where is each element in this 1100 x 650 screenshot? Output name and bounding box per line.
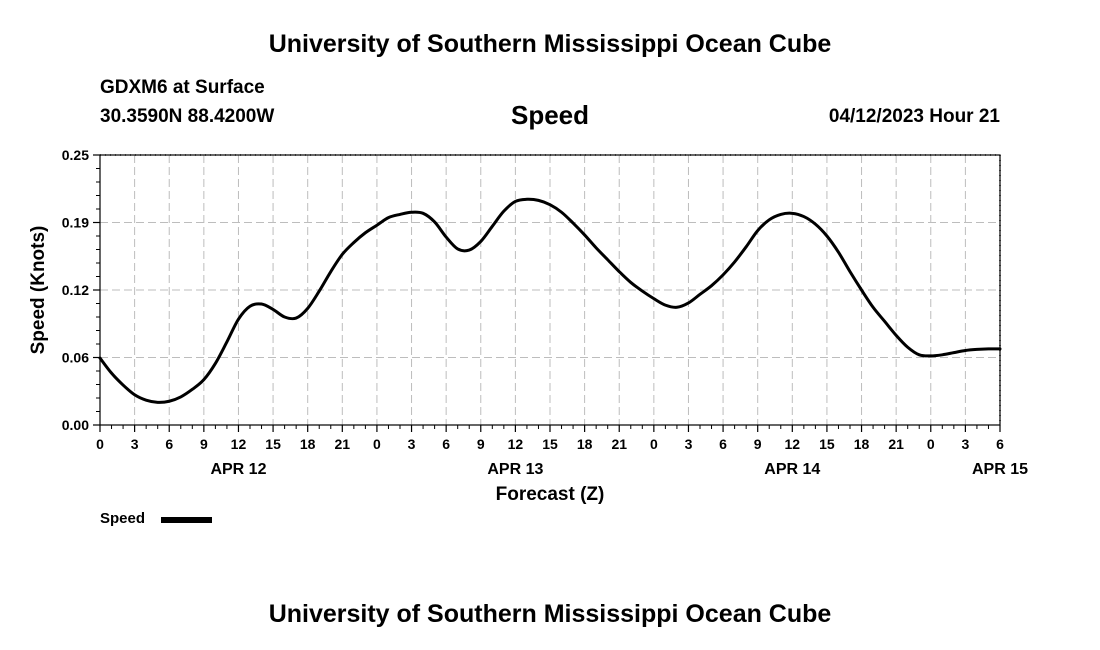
axis-tick-labels: 0 3 6 9 12 15 18 21 0 3 6 9 12 15 18 21 0 3 6 9 12 15 18 21 0 3 6 0… <box>62 147 1028 478</box>
date-label: APR 12 <box>210 461 266 478</box>
x-tick-label: 0 <box>96 436 104 452</box>
x-tick-label: 9 <box>754 436 762 452</box>
datetime-label: 04/12/2023 Hour 21 <box>828 106 1000 127</box>
x-tick-label: 9 <box>477 436 485 452</box>
chart-title: Speed <box>510 100 590 130</box>
coordinates-label: 30.3590N 88.4200W <box>100 106 275 127</box>
x-tick-label: 6 <box>165 436 173 452</box>
footer-title: University of Southern Mississippi Ocean… <box>268 600 832 628</box>
legend-label-speed: Speed <box>100 510 146 527</box>
date-label: APR 13 <box>487 461 543 478</box>
x-tick-label: 6 <box>719 436 727 452</box>
y-axis-title: Speed (Knots) <box>28 226 49 355</box>
date-label: APR 14 <box>764 461 820 478</box>
x-tick-label: 9 <box>200 436 208 452</box>
x-tick-label: 3 <box>131 436 139 452</box>
legend-swatch-speed <box>161 517 212 523</box>
grid-lines <box>100 154 1001 425</box>
axis-ticks <box>93 154 1001 432</box>
x-tick-label: 21 <box>335 436 351 452</box>
speed-series-line <box>98 197 1002 404</box>
x-tick-label: 12 <box>785 436 801 452</box>
x-tick-label: 15 <box>265 436 281 452</box>
y-tick-label: 0.19 <box>62 215 89 231</box>
station-label: GDXM6 at Surface <box>100 77 265 98</box>
x-tick-label: 12 <box>508 436 524 452</box>
x-tick-label: 0 <box>927 436 935 452</box>
x-tick-label: 15 <box>542 436 558 452</box>
y-tick-label: 0.06 <box>62 350 89 366</box>
x-tick-label: 21 <box>611 436 627 452</box>
x-tick-label: 3 <box>408 436 416 452</box>
x-tick-label: 18 <box>854 436 870 452</box>
x-tick-label: 3 <box>685 436 693 452</box>
x-tick-label: 18 <box>300 436 316 452</box>
x-tick-label: 12 <box>231 436 247 452</box>
x-tick-label: 6 <box>442 436 450 452</box>
y-tick-label: 0.12 <box>62 282 89 298</box>
x-axis-title: Forecast (Z) <box>496 484 605 505</box>
x-tick-label: 21 <box>888 436 904 452</box>
x-tick-label: 18 <box>577 436 593 452</box>
x-tick-label: 6 <box>996 436 1004 452</box>
date-label: APR 15 <box>972 461 1028 478</box>
x-tick-label: 15 <box>819 436 835 452</box>
y-tick-label: 0.25 <box>62 147 89 163</box>
x-tick-label: 0 <box>373 436 381 452</box>
x-tick-label: 3 <box>961 436 969 452</box>
plot-area-frame <box>99 154 1001 426</box>
main-title: University of Southern Mississippi Ocean… <box>268 30 832 58</box>
y-tick-label: 0.00 <box>62 417 89 433</box>
x-tick-label: 0 <box>650 436 658 452</box>
